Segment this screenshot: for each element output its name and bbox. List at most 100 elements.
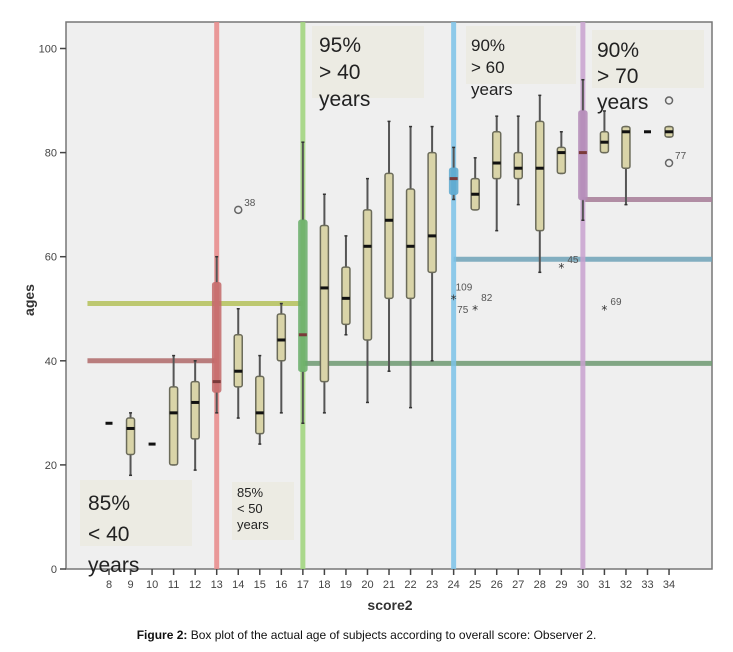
box-iqr [578,110,588,201]
median-line [341,296,350,300]
box-iqr [513,151,524,180]
annotation-box [80,480,192,546]
annotation-box [592,30,704,88]
y-tick-label: 40 [45,356,57,368]
x-tick-label: 14 [232,579,244,591]
box-iqr [535,120,545,232]
box-iqr [298,219,308,372]
median-line [492,161,501,165]
x-tick-label: 17 [297,579,309,591]
box-iqr [362,209,373,341]
annotation-text: 90% [597,39,639,62]
outlier-circle [233,205,243,215]
median-line [557,151,566,155]
y-tick-label: 60 [45,252,57,264]
annotation-text: years [471,80,513,99]
box-iqr [491,131,502,180]
annotation-text: 85% [237,485,263,500]
median-line [298,333,307,337]
annotation-text: > 70 [597,65,638,88]
box-iqr [211,281,222,393]
annotation-text: < 40 [88,523,129,546]
median-line [449,177,458,181]
box-iqr [341,266,351,326]
x-tick-label: 15 [254,579,266,591]
outlier-label: 38 [244,198,256,209]
median-line [255,411,264,415]
median-line [385,218,394,222]
box-iqr [319,224,330,383]
median-line [665,130,674,134]
median-line [277,338,286,342]
annotation-box [466,26,576,84]
outlier-circle [664,158,674,168]
median-line [320,286,329,290]
median-mark [148,442,156,446]
box-iqr [168,386,179,466]
caption-text: Box plot of the actual age of subjects a… [187,628,597,642]
box-iqr [427,151,437,274]
y-tick-label: 80 [45,148,57,160]
median-mark [644,130,651,134]
caption-label: Figure 2: [136,628,188,642]
x-tick-label: 16 [275,579,287,591]
annotation-box [312,26,424,98]
annotation-text: > 60 [471,58,505,77]
outlier-label: 109 [456,282,473,293]
x-tick-label: 13 [211,579,223,591]
median-line [234,369,243,373]
median-line [212,380,221,384]
x-tick-label: 11 [168,579,179,591]
annotation-text: > 40 [319,61,360,84]
box-iqr [233,334,243,388]
x-tick-label: 8 [106,579,112,591]
box-iqr [621,125,631,169]
median-line [191,400,200,404]
x-tick-label: 33 [641,579,653,591]
y-axis-label: ages [21,284,37,316]
box-iqr [405,188,416,300]
median-line [600,140,609,144]
x-tick-label: 29 [555,579,567,591]
outlier-label: 77 [675,151,687,162]
annotation-text: 90% [471,36,505,55]
median-line [514,166,523,170]
box-iqr [448,167,459,195]
annotation-text: years [597,91,648,114]
y-tick-label: 100 [39,44,57,56]
median-line [169,411,178,415]
x-tick-label: 19 [340,579,352,591]
x-tick-label: 22 [404,579,416,591]
median-line [621,130,630,134]
median-line [471,192,480,196]
x-tick-label: 12 [189,579,201,591]
box-iqr [125,417,136,456]
x-tick-label: 30 [577,579,589,591]
extreme-star: * [451,292,457,306]
x-tick-label: 27 [512,579,524,591]
y-tick-label: 20 [45,460,57,472]
box-iqr [190,380,200,440]
x-tick-label: 25 [469,579,481,591]
median-mark [105,421,113,425]
x-tick-label: 26 [491,579,503,591]
x-tick-label: 31 [598,579,610,591]
outlier-label: 45 [567,255,579,266]
annotation-text: years [319,88,370,111]
x-tick-label: 34 [663,579,675,591]
box-iqr [276,313,287,362]
median-line [363,244,372,248]
x-tick-label: 21 [383,579,395,591]
median-line [428,234,437,238]
x-tick-label: 9 [127,579,133,591]
extreme-star: * [601,303,607,317]
x-axis-label: score2 [367,597,412,613]
annotation-text: years [88,554,139,577]
x-tick-label: 10 [146,579,158,591]
x-tick-label: 32 [620,579,632,591]
box-iqr [255,375,265,435]
outlier-label: 69 [610,297,622,308]
x-tick-label: 20 [361,579,373,591]
annotation-text: < 50 [237,501,263,516]
